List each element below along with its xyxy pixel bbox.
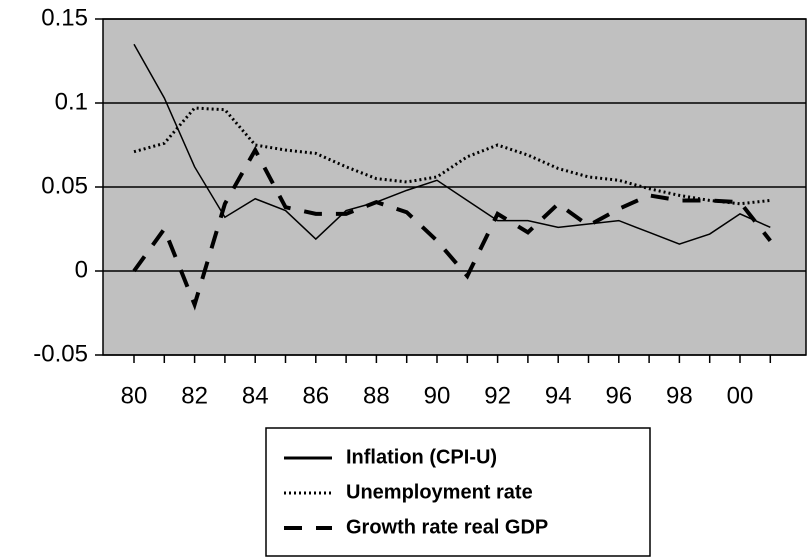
series-line	[133, 43, 771, 245]
x-tick-label: 86	[302, 382, 329, 409]
x-tick-label: 92	[484, 382, 511, 409]
y-tick-label: 0.05	[41, 172, 88, 199]
legend-label: Unemployment rate	[346, 481, 533, 503]
x-tick-label: 00	[727, 382, 754, 409]
x-tick-label: 90	[424, 382, 451, 409]
y-tick-label: 0.15	[41, 4, 88, 31]
x-tick-label: 88	[363, 382, 390, 409]
x-tick-label: 98	[666, 382, 693, 409]
series-line	[133, 106, 771, 206]
x-tick-label: 84	[242, 382, 269, 409]
y-tick-label: 0.1	[55, 88, 88, 115]
x-tick-label: 96	[605, 382, 632, 409]
legend-label: Growth rate real GDP	[346, 516, 548, 538]
x-tick-label: 82	[181, 382, 208, 409]
legend: Inflation (CPI-U) Unemployment rate Growth…	[265, 427, 651, 557]
x-tick-label: 94	[545, 382, 572, 409]
x-tick-label: 80	[121, 382, 148, 409]
y-tick-label: -0.05	[33, 340, 88, 367]
series-line	[132, 145, 772, 311]
y-tick-label: 0	[75, 256, 88, 283]
legend-label: Inflation (CPI-U)	[346, 446, 497, 468]
